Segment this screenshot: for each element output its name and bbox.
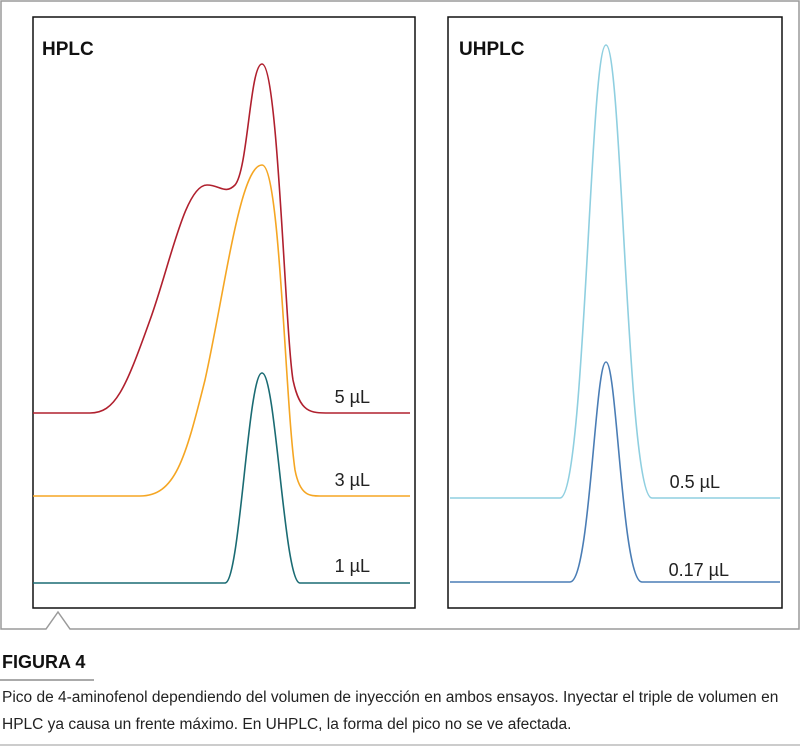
- trace-label: 3 µL: [335, 470, 370, 490]
- outer-frame: [0, 0, 800, 630]
- trace-label: 5 µL: [335, 387, 370, 407]
- trace: [33, 372, 410, 584]
- trace: [450, 44, 780, 499]
- panel-title: UHPLC: [459, 39, 525, 60]
- panel-title: HPLC: [42, 39, 94, 60]
- trace: [450, 361, 780, 583]
- trace-label: 1 µL: [335, 556, 370, 576]
- trace-label: 0.17 µL: [669, 560, 729, 580]
- caption: Pico de 4-aminofenol dependiendo del vol…: [2, 689, 779, 733]
- panel-frame: [32, 16, 416, 609]
- figure-label: FIGURA 4: [2, 652, 85, 672]
- panel-frame: [447, 16, 783, 609]
- trace: [33, 63, 410, 414]
- trace-label: 0.5 µL: [670, 472, 720, 492]
- trace: [33, 164, 410, 497]
